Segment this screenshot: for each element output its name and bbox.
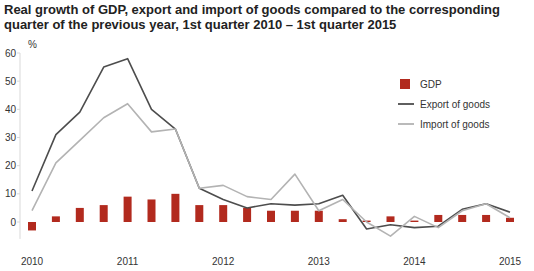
y-tick-label: 40 bbox=[5, 104, 17, 115]
gdp-bar bbox=[387, 216, 395, 222]
gdp-bar bbox=[52, 216, 60, 222]
gdp-bar bbox=[148, 199, 156, 222]
gdp-bar bbox=[315, 211, 323, 222]
legend-swatch bbox=[398, 123, 414, 125]
gdp-bar bbox=[100, 205, 108, 222]
y-tick bbox=[17, 222, 20, 223]
gdp-bar bbox=[195, 205, 203, 222]
title: Real growth of GDP, export and import of… bbox=[4, 2, 500, 17]
y-tick bbox=[17, 81, 20, 82]
gdp-bar bbox=[124, 197, 132, 222]
y-tick bbox=[17, 53, 20, 54]
legend-swatch bbox=[398, 103, 414, 105]
y-tick-label: 50 bbox=[5, 76, 17, 87]
y-tick bbox=[17, 137, 20, 138]
y-tick bbox=[17, 193, 20, 194]
x-tick-label: 2013 bbox=[308, 256, 331, 267]
legend-label: Export of goods bbox=[420, 99, 490, 110]
y-tick-label: 0 bbox=[10, 217, 16, 228]
marks bbox=[28, 59, 514, 236]
x-tick-label: 2010 bbox=[21, 256, 44, 267]
gdp-bar bbox=[434, 215, 442, 222]
x-tick-label: 2012 bbox=[212, 256, 235, 267]
x-tick-label: 2015 bbox=[499, 256, 522, 267]
x-tick-label: 2014 bbox=[403, 256, 426, 267]
gdp-bar bbox=[506, 218, 514, 222]
x-tick-label: 2011 bbox=[117, 256, 139, 267]
gdp-bar bbox=[76, 208, 84, 222]
y-tick-label: 20 bbox=[5, 160, 17, 171]
y-tick-label: 10 bbox=[5, 188, 17, 199]
legend-swatch bbox=[400, 79, 410, 89]
y-axis-label: % bbox=[28, 39, 37, 50]
gdp-bar bbox=[482, 215, 490, 222]
legend-label: Import of goods bbox=[420, 119, 489, 130]
legend-label: GDP bbox=[420, 79, 442, 90]
gdp-bar bbox=[339, 219, 347, 222]
gdp-bar bbox=[267, 211, 275, 222]
y-tick bbox=[17, 165, 20, 166]
gdp-bar bbox=[171, 194, 179, 222]
chart: Real growth of GDP, export and import of… bbox=[0, 0, 534, 271]
y-tick-label: 30 bbox=[5, 132, 17, 143]
gdp-bar bbox=[243, 208, 251, 222]
gdp-bar bbox=[219, 205, 227, 222]
gdp-bar bbox=[28, 222, 36, 230]
y-tick bbox=[17, 109, 20, 110]
gdp-bar bbox=[291, 211, 299, 222]
gdp-bar bbox=[410, 221, 418, 222]
y-tick-label: 60 bbox=[5, 48, 17, 59]
gdp-bar bbox=[458, 215, 466, 222]
series-line bbox=[32, 104, 510, 236]
series-line bbox=[32, 59, 510, 229]
title: quarter of the previous year, 1st quarte… bbox=[4, 17, 396, 32]
